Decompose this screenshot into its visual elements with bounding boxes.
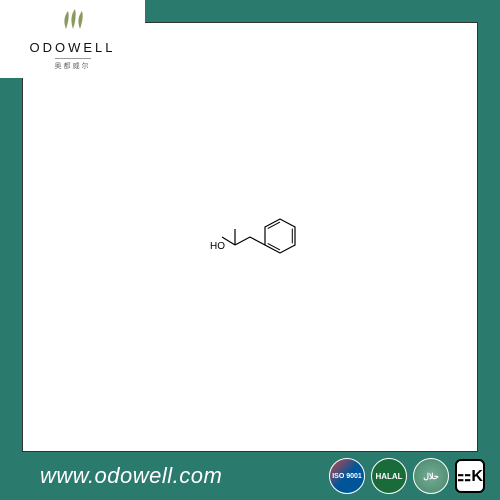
svg-text:HO: HO — [210, 241, 225, 252]
halal-badge-icon: HALAL — [371, 458, 407, 494]
product-frame: ODOWELL 奥都威尔 HO www.odowell.com ISO 9001… — [0, 0, 500, 500]
logo-leaf-icon — [56, 7, 90, 38]
kosher-badge-icon: ⚏K — [455, 459, 485, 493]
certification-badges: ISO 9001 HALAL حلال ⚏K — [329, 458, 485, 494]
website-url: www.odowell.com — [40, 463, 222, 489]
molecule-svg: HO — [190, 207, 310, 267]
iso-badge-icon: ISO 9001 — [329, 458, 365, 494]
kosher-label: ⚏K — [457, 466, 483, 486]
halal-cert-badge-icon: حلال — [413, 458, 449, 494]
product-canvas: HO — [22, 22, 478, 452]
brand-logo: ODOWELL 奥都威尔 — [0, 0, 145, 78]
iso-label: ISO 9001 — [332, 473, 362, 480]
brand-subtitle: 奥都威尔 — [55, 58, 91, 71]
brand-name: ODOWELL — [29, 40, 115, 55]
frame-footer: www.odowell.com ISO 9001 HALAL حلال ⚏K — [0, 452, 500, 500]
halal-arabic-label: حلال — [423, 472, 439, 481]
halal-label: HALAL — [375, 472, 402, 481]
chemical-structure: HO — [190, 207, 310, 267]
frame-border-right — [478, 0, 500, 500]
